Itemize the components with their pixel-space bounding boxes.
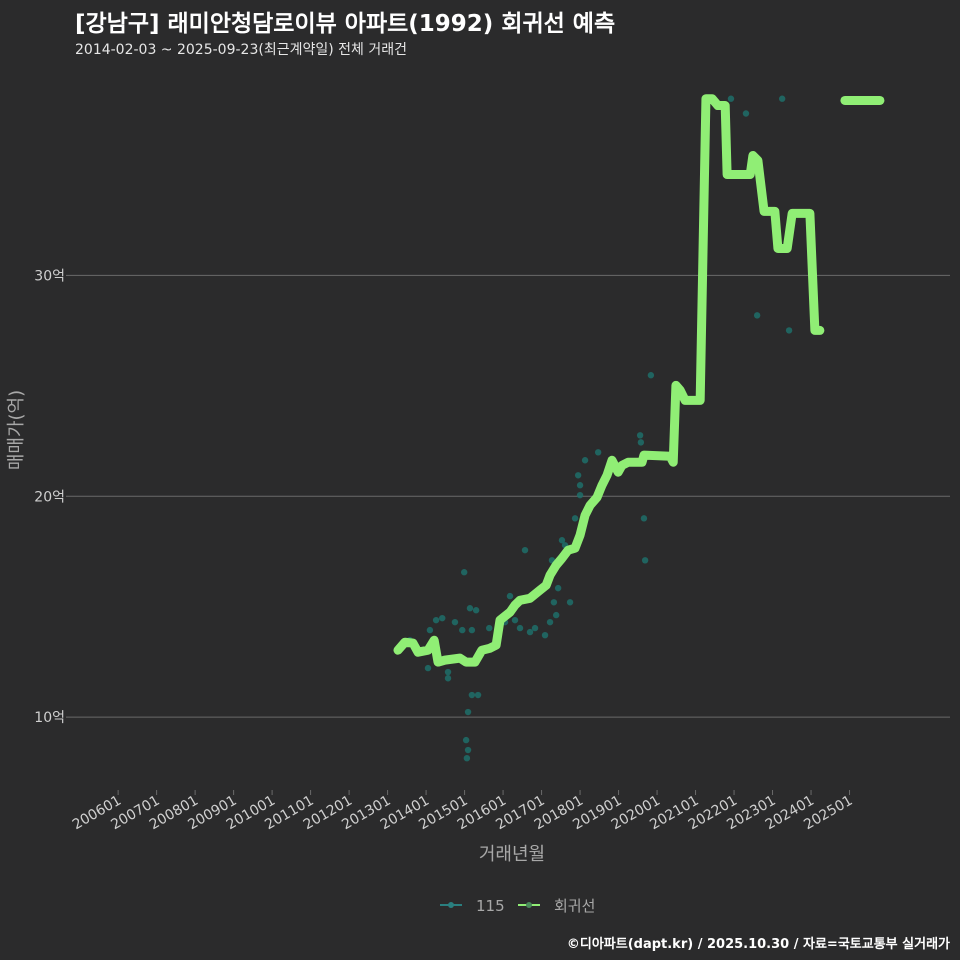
data-point [459,626,466,634]
data-point [466,605,474,612]
y-tick-label: 10억 [34,710,65,726]
data-point [468,691,476,699]
data-point [464,708,472,716]
legend-item-regression[interactable]: 회귀선 [518,897,595,915]
data-point [778,95,786,102]
data-point [581,457,589,464]
data-point [546,618,554,626]
legend-item-115[interactable]: 115 [440,897,505,915]
data-point [727,95,735,102]
data-point [511,616,519,624]
data-point [516,624,524,632]
data-point [550,599,558,606]
data-point [432,616,440,624]
data-point [424,664,432,672]
regression-line [393,94,825,667]
data-point [463,754,471,762]
data-point [637,439,645,446]
footer-credit: ©디아파트(dapt.kr) / 2025.10.30 / 자료=국토교통부 실… [566,937,950,952]
data-point [647,372,655,379]
legend-label-115: 115 [476,897,505,915]
data-point [521,546,529,554]
y-tick-label: 20억 [34,489,65,505]
data-point [526,628,534,636]
data-point [460,569,468,576]
data-point [451,618,459,626]
data-point [554,584,562,592]
data-point [785,327,793,334]
x-axis-label: 거래년월 [479,844,545,865]
legend-label-regression: 회귀선 [554,897,595,915]
data-point [576,482,584,489]
data-point [464,746,472,754]
y-tick-label: 30억 [34,268,65,284]
data-point [552,611,560,619]
y-axis-label: 매매가(억) [6,390,27,470]
data-point [439,614,446,622]
data-point [574,472,582,479]
data-point [641,557,649,564]
data-point [444,668,452,676]
data-point [636,432,644,439]
chart-title: [강남구] 래미안청담로이뷰 아파트(1992) 회귀선 예측 [75,11,616,37]
data-point [558,537,566,544]
data-point [753,312,761,319]
data-point [594,449,602,456]
data-point [640,515,648,522]
data-point [571,515,579,522]
data-point [474,691,482,699]
data-point [426,626,434,634]
data-point [472,607,480,614]
data-point [742,110,750,117]
data-point [541,631,549,639]
data-point [468,626,476,634]
data-point [566,599,574,606]
data-point [506,592,514,600]
data-point [531,624,539,632]
chart-subtitle: 2014-02-03 ~ 2025-09-23(최근계약일) 전체 거래건 [75,42,407,58]
data-point [462,736,470,744]
data-point [444,675,452,682]
data-point [486,624,493,632]
data-point [576,491,584,499]
legend: 115 회귀선 [440,897,595,915]
